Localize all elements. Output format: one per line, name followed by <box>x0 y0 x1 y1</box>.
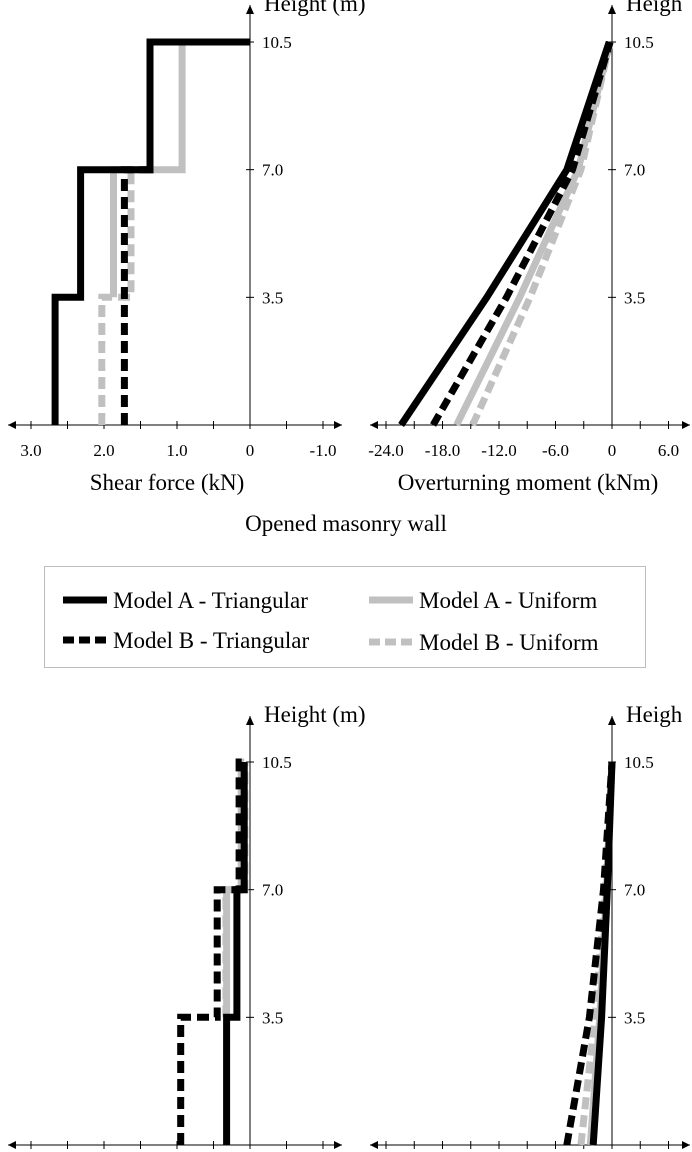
series-line-model-b-triangular <box>177 758 247 1145</box>
chart-panel-moment-bottom: 10.5 7.0 3.5 Heigh <box>370 702 690 1149</box>
x-tick-label: -18.0 <box>425 441 460 460</box>
y-tick-label: 7.0 <box>624 161 645 180</box>
section-title: Opened masonry wall <box>245 511 447 536</box>
y-tick-label: 10.5 <box>262 33 292 52</box>
y-tick-label: 10.5 <box>624 33 654 52</box>
x-tick-label: -12.0 <box>481 441 516 460</box>
x-tick-label: 2.0 <box>93 441 114 460</box>
series-line-model-a-triangular <box>589 761 616 1146</box>
y-tick-label: 3.5 <box>262 288 283 307</box>
series-line-model-b-uniform <box>469 41 614 427</box>
y-axis-label: Height (m) <box>264 702 366 727</box>
legend-item-model-b-triangular: Model B - Triangular <box>61 623 309 657</box>
y-axis-arrow-icon <box>246 5 254 14</box>
y-axis-arrow-icon <box>246 716 254 725</box>
series-line-model-a-triangular <box>51 38 250 425</box>
legend-label: Model A - Uniform <box>419 587 598 613</box>
y-tick-label: 3.5 <box>624 1008 645 1027</box>
x-tick-label: -1.0 <box>310 441 337 460</box>
x-axis-arrow-right-icon <box>682 1141 690 1149</box>
legend-swatch-solid-gray-icon <box>369 596 413 604</box>
legend-item-model-b-uniform: Model B - Uniform <box>367 625 599 659</box>
x-axis-arrow-right-icon <box>334 421 342 429</box>
legend-swatch-dashed-black-icon <box>63 636 107 644</box>
y-axis-label: Heigh <box>626 0 683 16</box>
y-tick-label: 7.0 <box>624 881 645 900</box>
series-line-model-a-triangular <box>223 762 248 1145</box>
legend-label: Model B - Triangular <box>113 627 310 653</box>
chart-panel-shear-bottom: 10.5 7.0 3.5 Height (m) <box>8 702 366 1149</box>
x-tick-label: -24.0 <box>368 441 403 460</box>
legend-swatch-solid-black-icon <box>63 596 107 604</box>
series-line-model-b-triangular <box>563 761 616 1146</box>
legend-swatch-dashed-gray-icon <box>369 638 413 646</box>
legend-label: Model B - Uniform <box>419 629 599 655</box>
y-axis-arrow-icon <box>608 716 616 725</box>
x-axis-label: Overturning moment (kNm) <box>398 470 659 495</box>
x-tick-label: 0 <box>608 441 617 460</box>
x-tick-label: 0 <box>246 441 255 460</box>
y-tick-label: 10.5 <box>262 753 292 772</box>
x-tick-label: 1.0 <box>166 441 187 460</box>
y-axis-label: Heigh <box>626 702 683 727</box>
y-tick-label: 7.0 <box>262 881 283 900</box>
legend-item-model-a-uniform: Model A - Uniform <box>367 583 597 617</box>
series-line-model-b-uniform <box>577 761 616 1146</box>
chart-panel-shear-top: 3.0 2.0 1.0 0 -1.0 10.5 7.0 3.5 Height (m) Shear … <box>8 0 366 495</box>
y-tick-label: 7.0 <box>262 161 283 180</box>
y-tick-label: 3.5 <box>262 1008 283 1027</box>
x-axis-arrow-left-icon <box>370 1141 378 1149</box>
y-tick-label: 3.5 <box>624 288 645 307</box>
x-axis-arrow-right-icon <box>334 1141 342 1149</box>
series-line-model-b-uniform <box>98 169 135 425</box>
legend-label: Model A - Triangular <box>113 587 308 613</box>
x-axis-arrow-left-icon <box>8 421 16 429</box>
y-axis-arrow-icon <box>608 5 616 14</box>
chart-panel-moment-top: -24.0 -18.0 -12.0 -6.0 0 6.0 10.5 7.0 3.5 Heigh Ov… <box>368 0 690 495</box>
x-axis-arrow-left-icon <box>370 421 378 429</box>
series-line-model-b-triangular <box>120 42 154 425</box>
x-tick-label: 6.0 <box>658 441 679 460</box>
y-axis-label: Height (m) <box>264 0 366 16</box>
legend: Model A - Triangular Model A - Uniform M… <box>44 566 646 668</box>
series-line-model-b-triangular <box>430 41 614 427</box>
x-axis-label: Shear force (kN) <box>90 470 245 495</box>
y-tick-label: 10.5 <box>624 753 654 772</box>
series-line-model-a-triangular <box>398 40 613 427</box>
x-axis-arrow-right-icon <box>682 421 690 429</box>
x-tick-label: -6.0 <box>542 441 569 460</box>
legend-item-model-a-triangular: Model A - Triangular <box>61 583 308 617</box>
x-axis-arrow-left-icon <box>8 1141 16 1149</box>
x-tick-label: 3.0 <box>20 441 41 460</box>
